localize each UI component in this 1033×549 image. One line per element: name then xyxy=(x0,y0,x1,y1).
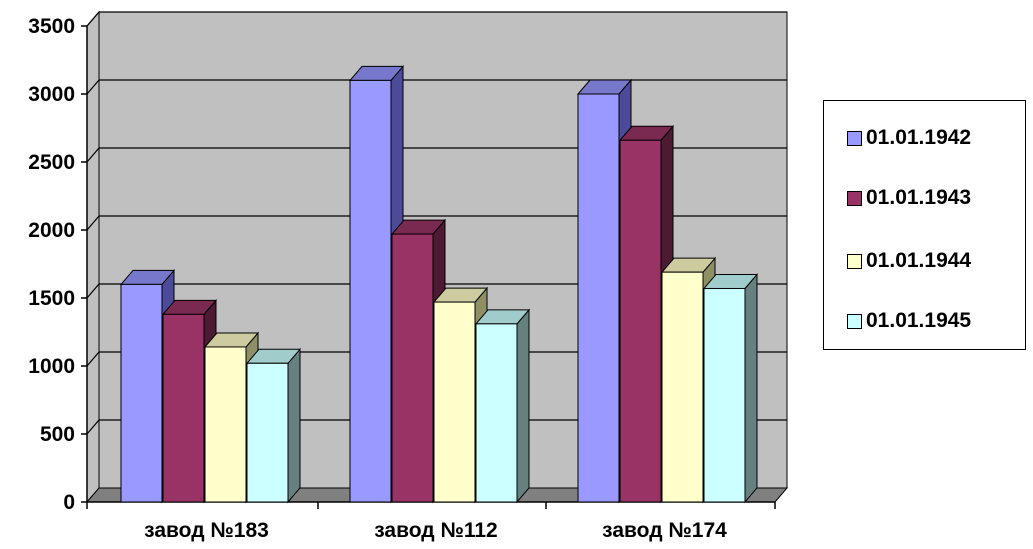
bar xyxy=(661,271,704,503)
legend-swatch xyxy=(847,313,862,329)
bar xyxy=(619,139,662,503)
gridline xyxy=(86,11,787,27)
bar xyxy=(433,301,476,503)
gridline xyxy=(86,79,787,95)
chart-legend: 01.01.1942 01.01.1943 01.01.1944 01.01.1945 xyxy=(823,100,1026,350)
x-category-label: завод №174 xyxy=(602,519,727,542)
y-tick-label: 1000 xyxy=(28,355,75,378)
legend-item: 01.01.1944 xyxy=(847,249,971,273)
y-tick-label: 3500 xyxy=(28,15,75,38)
bar-side xyxy=(744,273,758,504)
legend-label: 01.01.1944 xyxy=(866,249,972,272)
bar xyxy=(246,362,289,503)
legend-item: 01.01.1945 xyxy=(847,309,971,333)
bar xyxy=(703,287,746,503)
bar-side xyxy=(516,308,530,504)
legend-label: 01.01.1942 xyxy=(866,126,972,149)
legend-label: 01.01.1945 xyxy=(866,309,972,332)
gridline xyxy=(86,147,787,163)
legend-swatch xyxy=(847,130,862,146)
bar xyxy=(391,233,434,503)
bar xyxy=(162,313,205,503)
y-tick-label: 2500 xyxy=(28,151,75,174)
bar xyxy=(475,323,518,503)
gridline xyxy=(86,419,787,435)
gridline xyxy=(86,215,787,231)
gridline xyxy=(86,283,787,299)
legend-item: 01.01.1943 xyxy=(847,186,971,210)
y-tick-label: 0 xyxy=(63,491,75,514)
bar xyxy=(120,283,163,503)
y-tick-label: 500 xyxy=(40,423,75,446)
bar xyxy=(204,346,247,503)
legend-swatch xyxy=(847,253,862,269)
plot-side-wall xyxy=(86,10,100,504)
bar xyxy=(349,79,392,503)
x-category-label: завод №112 xyxy=(374,519,497,542)
gridline xyxy=(86,351,787,367)
legend-item: 01.01.1942 xyxy=(847,126,971,150)
y-tick-label: 3000 xyxy=(28,83,75,106)
x-category-label: завод №183 xyxy=(144,519,269,542)
y-tick-label: 2000 xyxy=(28,219,75,242)
bar-side xyxy=(287,347,301,504)
y-tick-label: 1500 xyxy=(28,287,75,310)
legend-swatch xyxy=(847,190,862,206)
legend-label: 01.01.1943 xyxy=(866,186,972,209)
bar xyxy=(577,93,620,503)
